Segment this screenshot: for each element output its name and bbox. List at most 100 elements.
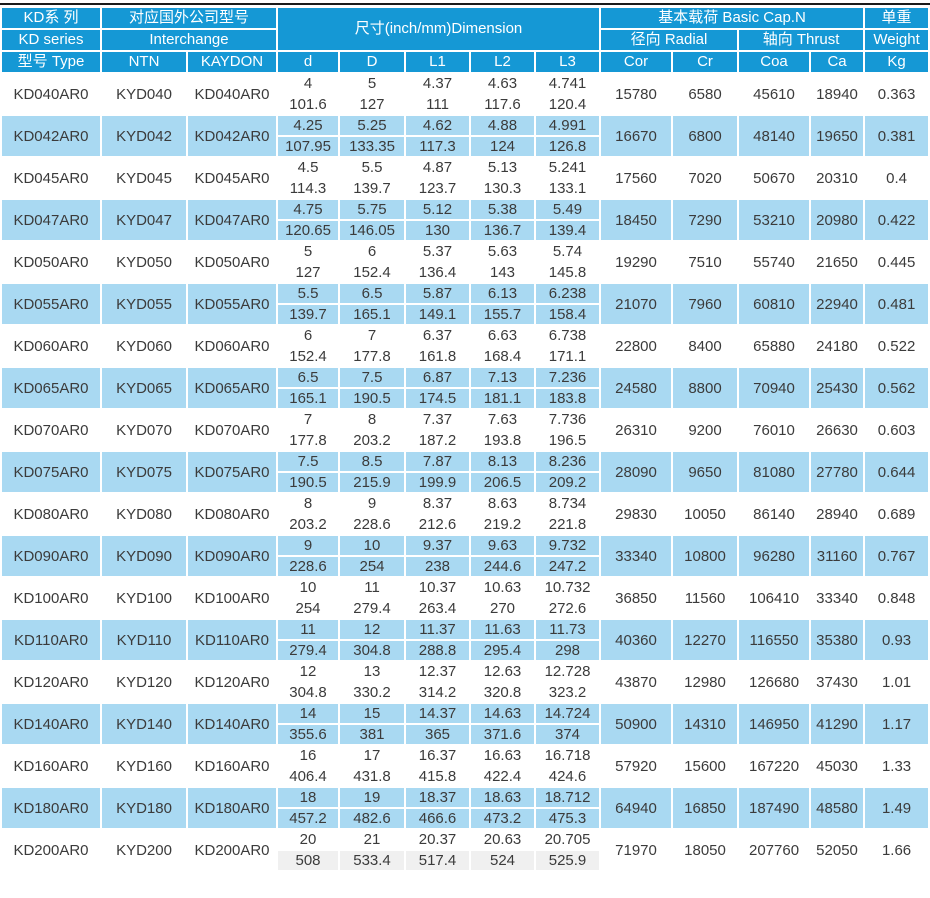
cell-coa: 53210 — [739, 200, 810, 240]
cell-d-mm: 203.2 — [278, 515, 339, 534]
cell-L2-inch: 5.13 — [471, 158, 535, 177]
cell-L1-mm: 415.8 — [406, 767, 470, 786]
cell-L3-mm: 196.5 — [536, 431, 600, 450]
cell-cor: 21070 — [601, 284, 672, 324]
table-row-inch: KD045AR0 KYD045 KD045AR0 4.5 5.5 4.87 5.… — [2, 158, 929, 198]
cell-cor: 18450 — [601, 200, 672, 240]
header-kaydon: KAYDON — [188, 52, 277, 72]
cell-L1-mm: 238 — [406, 557, 470, 576]
cell-L1-mm: 314.2 — [406, 683, 470, 702]
cell-coa: 116550 — [739, 620, 810, 660]
cell-coa: 106410 — [739, 578, 810, 618]
cell-model-type: KD080AR0 — [2, 494, 100, 534]
cell-cor: 17560 — [601, 158, 672, 198]
cell-D-inch: 11 — [340, 578, 405, 597]
cell-d-mm: 114.3 — [278, 179, 339, 198]
cell-D-inch: 5.75 — [340, 200, 405, 219]
cell-ntn-code: KYD070 — [102, 410, 186, 450]
header-type-label: 型号 Type — [2, 52, 100, 72]
table-row-inch: KD047AR0 KYD047 KD047AR0 4.75 5.75 5.12 … — [2, 200, 929, 240]
cell-ca: 24180 — [811, 326, 864, 366]
cell-cor: 22800 — [601, 326, 672, 366]
header-row-3: 型号 Type NTN KAYDON d D L1 L2 L3 Cor Cr C… — [2, 52, 929, 72]
cell-L3-mm: 221.8 — [536, 515, 600, 534]
header-interchange-en: Interchange — [102, 30, 277, 50]
cell-d-mm: 279.4 — [278, 641, 339, 660]
cell-model-type: KD110AR0 — [2, 620, 100, 660]
cell-L2-inch: 5.38 — [471, 200, 535, 219]
cell-L2-inch: 10.63 — [471, 578, 535, 597]
cell-weight-kg: 0.422 — [865, 200, 929, 240]
cell-cor: 29830 — [601, 494, 672, 534]
cell-kaydon-code: KD065AR0 — [188, 368, 277, 408]
cell-L2-mm: 168.4 — [471, 347, 535, 366]
cell-weight-kg: 0.562 — [865, 368, 929, 408]
cell-L2-mm: 244.6 — [471, 557, 535, 576]
table-row-mm: 127 152.4 136.4 143 145.8 — [2, 263, 928, 282]
cell-kaydon-code: KD200AR0 — [188, 830, 277, 870]
cell-D-inch: 5.25 — [340, 116, 405, 135]
cell-cr: 11560 — [673, 578, 738, 618]
cell-D-inch: 13 — [340, 662, 405, 681]
cell-D-mm: 330.2 — [340, 683, 405, 702]
table-header: KD系 列 对应国外公司型号 尺寸(inch/mm)Dimension 基本载荷… — [2, 8, 929, 72]
cell-L2-inch: 5.63 — [471, 242, 535, 261]
cell-weight-kg: 1.49 — [865, 788, 929, 828]
cell-ca: 20980 — [811, 200, 864, 240]
cell-ntn-code: KYD055 — [102, 284, 186, 324]
cell-D-inch: 6.5 — [340, 284, 405, 303]
cell-kaydon-code: KD040AR0 — [188, 74, 277, 114]
cell-ca: 19650 — [811, 116, 864, 156]
cell-D-inch: 21 — [340, 830, 405, 849]
cell-L1-inch: 4.37 — [406, 74, 470, 93]
table-row-inch: KD055AR0 KYD055 KD055AR0 5.5 6.5 5.87 6.… — [2, 284, 929, 324]
cell-L1-mm: 130 — [406, 221, 470, 240]
cell-cr: 12270 — [673, 620, 738, 660]
cell-cr: 18050 — [673, 830, 738, 870]
cell-D-mm: 139.7 — [340, 179, 405, 198]
cell-d-inch: 14 — [278, 704, 339, 723]
cell-d-mm: 120.65 — [278, 221, 339, 240]
cell-cr: 8800 — [673, 368, 738, 408]
table-row-inch: KD120AR0 KYD120 KD120AR0 12 13 12.37 12.… — [2, 662, 929, 702]
cell-L1-inch: 8.37 — [406, 494, 470, 513]
cell-D-mm: 228.6 — [340, 515, 405, 534]
cell-D-inch: 10 — [340, 536, 405, 555]
cell-D-mm: 304.8 — [340, 641, 405, 660]
cell-L1-mm: 136.4 — [406, 263, 470, 282]
cell-cr: 7290 — [673, 200, 738, 240]
cell-d-mm: 152.4 — [278, 347, 339, 366]
cell-L2-mm: 524 — [471, 851, 535, 870]
cell-weight-kg: 0.481 — [865, 284, 929, 324]
cell-L1-inch: 6.87 — [406, 368, 470, 387]
cell-model-type: KD100AR0 — [2, 578, 100, 618]
header-col-d: d — [278, 52, 339, 72]
cell-coa: 48140 — [739, 116, 810, 156]
cell-weight-kg: 0.848 — [865, 578, 929, 618]
cell-L1-mm: 263.4 — [406, 599, 470, 618]
cell-L3-inch: 11.73 — [536, 620, 600, 639]
cell-L3-mm: 272.6 — [536, 599, 600, 618]
cell-weight-kg: 0.689 — [865, 494, 929, 534]
cell-cr: 15600 — [673, 746, 738, 786]
cell-model-type: KD200AR0 — [2, 830, 100, 870]
cell-cor: 64940 — [601, 788, 672, 828]
cell-D-mm: 146.05 — [340, 221, 405, 240]
cell-d-mm: 139.7 — [278, 305, 339, 324]
cell-ntn-code: KYD045 — [102, 158, 186, 198]
cell-ntn-code: KYD200 — [102, 830, 186, 870]
cell-d-mm: 177.8 — [278, 431, 339, 450]
cell-ntn-code: KYD075 — [102, 452, 186, 492]
cell-L1-inch: 20.37 — [406, 830, 470, 849]
cell-d-inch: 9 — [278, 536, 339, 555]
table-row-inch: KD070AR0 KYD070 KD070AR0 7 8 7.37 7.63 7… — [2, 410, 929, 450]
cell-kaydon-code: KD042AR0 — [188, 116, 277, 156]
cell-L2-mm: 371.6 — [471, 725, 535, 744]
cell-L3-inch: 8.734 — [536, 494, 600, 513]
cell-D-mm: 165.1 — [340, 305, 405, 324]
cell-d-inch: 4.25 — [278, 116, 339, 135]
cell-L3-inch: 4.741 — [536, 74, 600, 93]
cell-L1-mm: 466.6 — [406, 809, 470, 828]
cell-cor: 15780 — [601, 74, 672, 114]
cell-L3-inch: 5.241 — [536, 158, 600, 177]
